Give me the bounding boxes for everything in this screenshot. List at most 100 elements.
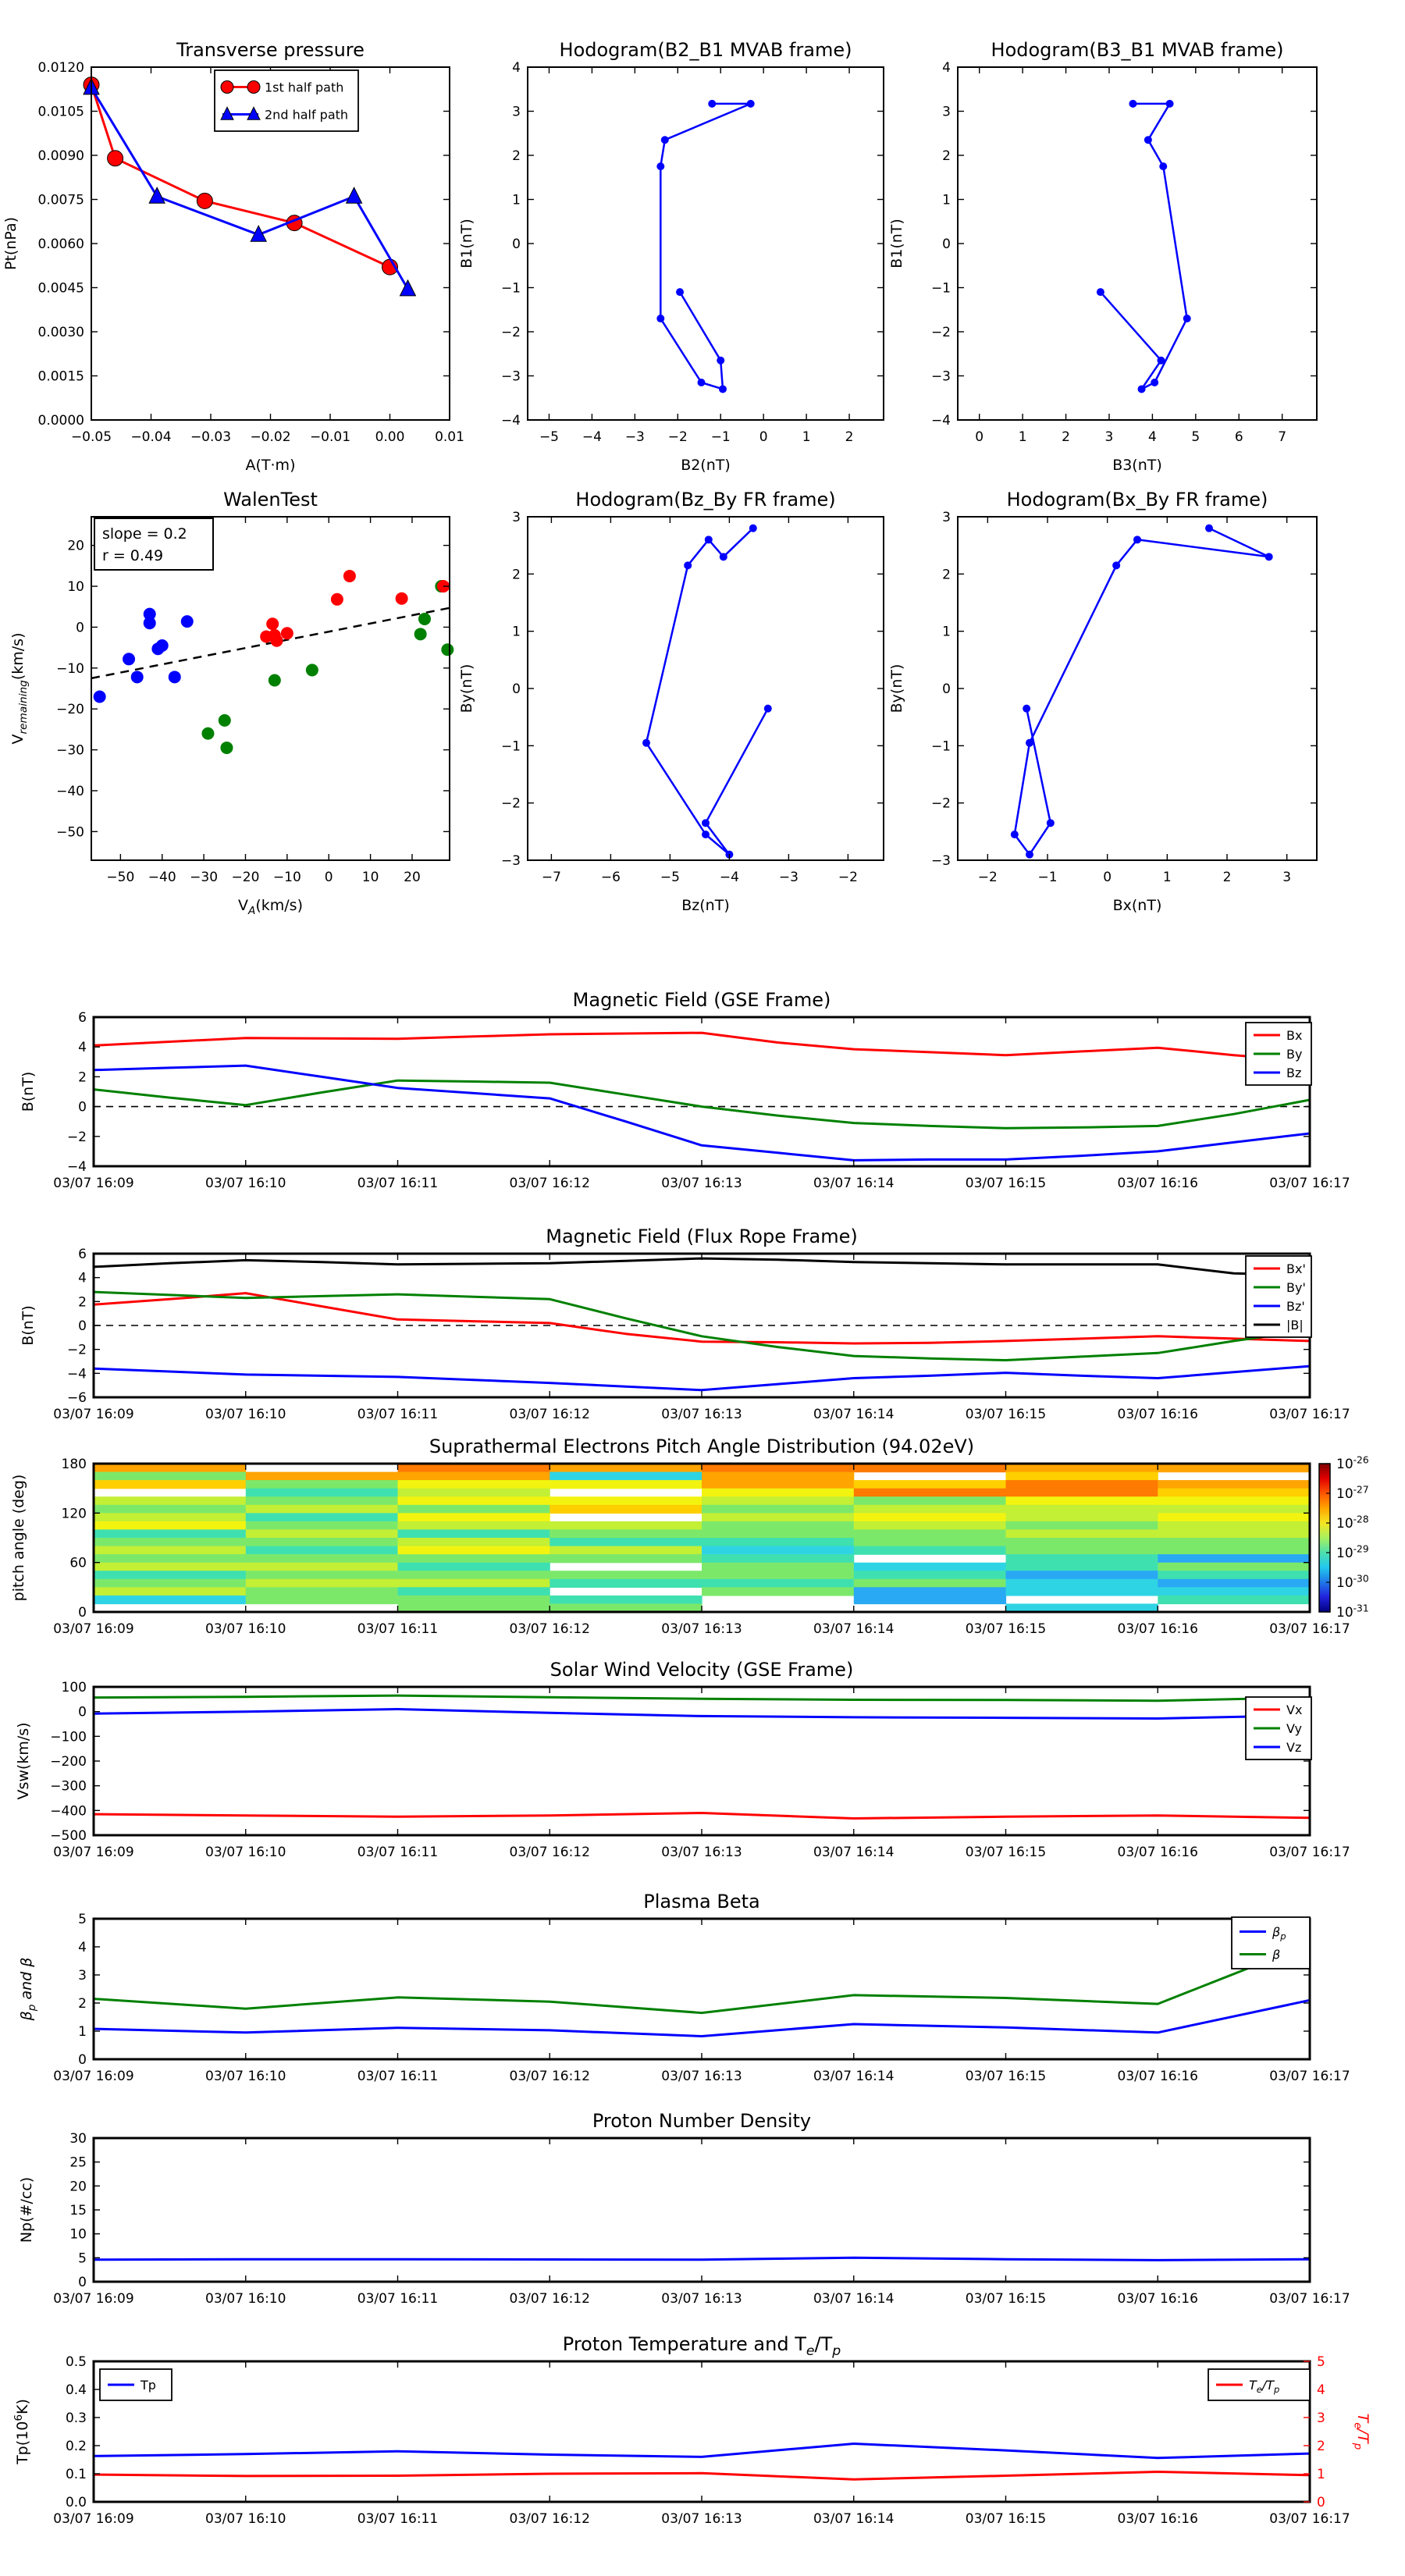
x-tick-label: 0 xyxy=(759,429,768,445)
x-tick-label: −2 xyxy=(668,429,688,445)
x-tick-label: −3 xyxy=(625,429,645,445)
y-tick-label: 0.0060 xyxy=(38,237,84,252)
y-tick-label: 0.4 xyxy=(66,2382,87,2398)
x-tick-label: 03/07 16:15 xyxy=(966,2291,1046,2307)
legend-label: Bx xyxy=(1286,1028,1302,1043)
x-tick-label: 1 xyxy=(1163,870,1172,885)
legend-label: |B| xyxy=(1286,1318,1304,1332)
y-tick-label: −6 xyxy=(67,1390,87,1406)
y-axis-label: βp and β xyxy=(18,1958,38,2022)
x-tick-label: 3 xyxy=(1282,870,1291,885)
y2-tick-label: 1 xyxy=(1317,2467,1325,2482)
y-tick-label: 15 xyxy=(69,2203,87,2218)
x-tick-label: 03/07 16:11 xyxy=(357,1845,438,1860)
plot-border xyxy=(957,66,1318,421)
y-axis-label: Vremaining(km/s) xyxy=(9,633,30,745)
y2-tick-label: 5 xyxy=(1317,2354,1325,2370)
y-tick-label: 3 xyxy=(512,105,521,120)
chart-title: Hodogram(Bz_By FR frame) xyxy=(575,489,835,511)
x-tick-label: 03/07 16:12 xyxy=(510,2511,590,2527)
x-tick-label: 03/07 16:12 xyxy=(510,2291,590,2307)
y-tick-label: 0.0000 xyxy=(38,413,84,429)
chart-hodogram-bxby: −2 −1 0 1 2 3 −3 −2 −1 0 1 2 3 Hodogram(Bx_By FR fram… xyxy=(888,489,1318,914)
x-tick-label: 20 xyxy=(404,870,421,885)
x-tick-label: 03/07 16:15 xyxy=(966,1176,1046,1191)
y-axis-label: B(nT) xyxy=(20,1305,37,1346)
y-tick-label: 0 xyxy=(78,2275,87,2290)
series-Te-over-Tp xyxy=(93,2471,1311,2481)
y2-axis-label: Te/Tp xyxy=(1351,2414,1371,2450)
y-tick-label: 0 xyxy=(512,681,521,697)
chart-hodogram-bzby: −7 −6 −5 −4 −3 −2 −3 −2 −1 0 1 2 3 Hodogram(Bz_By FR … xyxy=(458,489,884,914)
x-tick-label: 03/07 16:17 xyxy=(1269,1176,1350,1191)
x-tick-label: 03/07 16:14 xyxy=(813,1621,894,1637)
y-tick-label: 1 xyxy=(942,193,951,208)
y-tick-label: −2 xyxy=(67,1130,87,1145)
legend-label: 2nd half path xyxy=(265,108,348,123)
x-tick-label: 03/07 16:10 xyxy=(205,1407,286,1422)
panel-hodogram-bx-by: −2 −1 0 1 2 3 −3 −2 −1 0 1 2 3 Hodogram(Bx_By FR fram… xyxy=(888,478,1405,964)
y-tick-label: −3 xyxy=(931,369,951,385)
y-tick-label: −200 xyxy=(50,1754,87,1770)
y-tick-label: 0 xyxy=(78,2052,87,2068)
panel-transverse-pressure: −0.05 −0.04 −0.03 −0.02 −0.01 0.00 0.01 0.0000 0… xyxy=(0,0,468,478)
legend: Te/Tp xyxy=(1208,2368,1311,2401)
plot-border xyxy=(527,66,884,421)
y-tick-label: −300 xyxy=(50,1779,87,1795)
x-tick-label: 03/07 16:16 xyxy=(1118,2291,1198,2307)
x-tick-label: 03/07 16:17 xyxy=(1269,1621,1350,1637)
colorbar-tick-label: 10-26 xyxy=(1336,1455,1369,1472)
y-tick-label: −10 xyxy=(56,661,84,677)
series-second-half-path xyxy=(83,77,417,297)
chart-proton-temperature: 03/07 16:09 03/07 16:10 03/07 16:11 03/07 1… xyxy=(12,2333,1371,2527)
series-Bx xyxy=(93,1031,1311,1062)
chart-hodogram-b3b1: 0 1 2 3 4 5 6 7 −4 −3 −2 −1 0 1 2 3 4 Hodogram(B3_B1 MVAB… xyxy=(888,39,1318,474)
y-tick-label: 60 xyxy=(69,1556,87,1571)
y-tick-label: 0 xyxy=(512,237,521,252)
legend: Bx' By' Bz' |B| xyxy=(1245,1255,1312,1338)
panel-proton-temperature: 03/07 16:09 03/07 16:10 03/07 16:11 03/07 1… xyxy=(0,2307,1405,2576)
x-tick-label: 03/07 16:09 xyxy=(53,1407,133,1422)
y-tick-label: 25 xyxy=(69,2155,87,2171)
y-tick-label: −2 xyxy=(501,325,521,340)
y-tick-label: 6 xyxy=(78,1247,87,1262)
x-tick-label: 03/07 16:16 xyxy=(1118,2511,1198,2527)
x-tick-label: 03/07 16:13 xyxy=(661,1176,742,1191)
axis-ticks: −2 −1 0 1 2 3 −3 −2 −1 0 1 2 3 xyxy=(931,510,1317,885)
heatmap-cells xyxy=(94,1464,1311,1613)
y-tick-label: 5 xyxy=(78,2250,87,2266)
y-tick-label: 0.2 xyxy=(66,2439,87,2454)
x-tick-label: −1 xyxy=(1037,870,1057,885)
y-tick-label: 20 xyxy=(67,539,84,554)
x-tick-label: 03/07 16:14 xyxy=(813,2291,894,2307)
legend-label: Bx' xyxy=(1286,1261,1306,1276)
y-tick-label: 3 xyxy=(78,1968,87,1984)
y-tick-label: −50 xyxy=(56,824,84,840)
series-Vx xyxy=(93,1812,1311,1820)
legend-label: Te/Tp xyxy=(1249,2378,1279,2395)
y-tick-label: 6 xyxy=(78,1010,87,1026)
y-axis-label: Pt(nPa) xyxy=(2,217,20,270)
legend: Tp xyxy=(99,2368,173,2401)
chart-title: Proton Temperature and Te/Tp xyxy=(563,2333,841,2359)
x-tick-label: −7 xyxy=(542,870,561,885)
x-tick-label: 03/07 16:12 xyxy=(510,1407,590,1422)
axis-ticks: −0.05 −0.04 −0.03 −0.02 −0.01 0.00 0.01 0.0000 0… xyxy=(38,60,464,445)
plot-border xyxy=(92,1917,1311,2061)
series-By-prime xyxy=(93,1290,1311,1361)
x-tick-label: −0.03 xyxy=(190,429,231,445)
x-tick-label: 03/07 16:09 xyxy=(53,2291,133,2307)
y-tick-label: 0 xyxy=(78,1318,87,1334)
x-tick-label: 03/07 16:11 xyxy=(357,2511,438,2527)
y-tick-label: −2 xyxy=(931,796,951,812)
series-Vy xyxy=(93,1694,1311,1703)
y-tick-label: 0.1 xyxy=(66,2467,87,2482)
y-tick-label: 0.0015 xyxy=(38,369,84,385)
plot-border xyxy=(957,516,1318,861)
x-tick-label: 03/07 16:10 xyxy=(205,1845,286,1860)
x-tick-label: −2 xyxy=(978,870,998,885)
colorbar: 10-26 10-27 10-28 10-29 10-30 10-31 xyxy=(1318,1455,1369,1621)
legend-label: Bz xyxy=(1286,1066,1301,1080)
panel-solar-wind-velocity: 03/07 16:09 03/07 16:10 03/07 16:11 03/07 1… xyxy=(0,1639,1405,1873)
chart-plasma-beta: 03/07 16:09 03/07 16:10 03/07 16:11 03/07 1… xyxy=(18,1891,1350,2084)
